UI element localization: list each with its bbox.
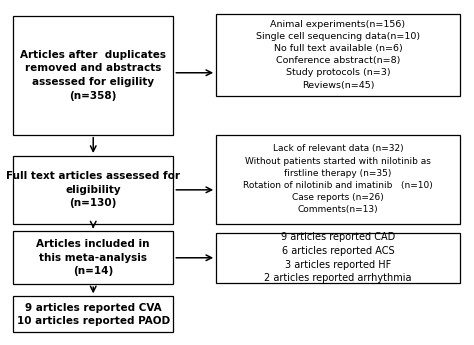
FancyBboxPatch shape (13, 16, 173, 135)
FancyBboxPatch shape (13, 231, 173, 284)
FancyBboxPatch shape (216, 233, 460, 283)
FancyBboxPatch shape (13, 156, 173, 224)
Text: Full text articles assessed for
eligibility
(n=130): Full text articles assessed for eligibil… (6, 171, 180, 208)
Text: Articles included in
this meta-analysis
(n=14): Articles included in this meta-analysis … (36, 239, 150, 276)
Text: Lack of relevant data (n=32)
Without patients started with nilotinib as
firstlin: Lack of relevant data (n=32) Without pat… (243, 145, 433, 214)
FancyBboxPatch shape (216, 14, 460, 96)
Text: 9 articles reported CVA
10 articles reported PAOD: 9 articles reported CVA 10 articles repo… (17, 303, 170, 326)
Text: 9 articles reported CAD
6 articles reported ACS
3 articles reported HF
2 article: 9 articles reported CAD 6 articles repor… (264, 233, 412, 283)
Text: Animal experiments(n=156)
Single cell sequencing data(n=10)
No full text availab: Animal experiments(n=156) Single cell se… (256, 20, 420, 90)
Text: Articles after  duplicates
removed and abstracts
assessed for eligility
(n=358): Articles after duplicates removed and ab… (20, 50, 166, 100)
FancyBboxPatch shape (216, 135, 460, 224)
FancyBboxPatch shape (13, 296, 173, 333)
